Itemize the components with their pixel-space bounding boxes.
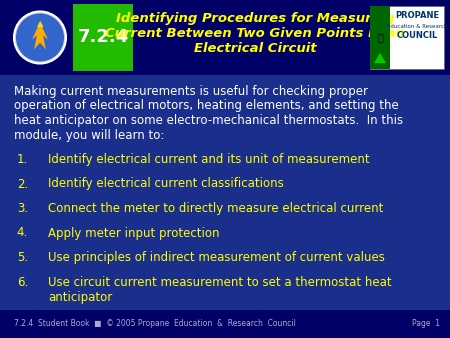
Bar: [0, 75, 450, 310]
Text: Use principles of indirect measurement of current values: Use principles of indirect measurement o…: [48, 251, 385, 264]
Bar: [0, 0, 450, 75]
Bar: [73, 4, 133, 71]
Text: 7.2.4  Student Book  ■  © 2005 Propane  Education  &  Research  Council: 7.2.4 Student Book ■ © 2005 Propane Educ…: [14, 319, 296, 329]
Text: 5.: 5.: [17, 251, 28, 264]
Text: 💧: 💧: [377, 32, 383, 43]
Bar: [370, 6, 390, 69]
Text: 7.2.4: 7.2.4: [77, 28, 129, 47]
Text: 1.: 1.: [17, 153, 28, 166]
Text: Apply meter input protection: Apply meter input protection: [48, 226, 220, 240]
Bar: [0, 310, 450, 338]
Text: Electrical Circuit: Electrical Circuit: [194, 42, 316, 55]
Bar: [370, 6, 444, 69]
Text: operation of electrical motors, heating elements, and setting the: operation of electrical motors, heating …: [14, 99, 399, 113]
Text: Identify electrical current and its unit of measurement: Identify electrical current and its unit…: [48, 153, 369, 166]
Polygon shape: [32, 23, 48, 49]
Text: PROPANE: PROPANE: [395, 11, 439, 21]
Text: Connect the meter to directly measure electrical current: Connect the meter to directly measure el…: [48, 202, 383, 215]
Text: 6.: 6.: [17, 275, 28, 289]
Text: Making current measurements is useful for checking proper: Making current measurements is useful fo…: [14, 85, 368, 98]
Text: COUNCIL: COUNCIL: [396, 31, 437, 41]
Text: 3.: 3.: [17, 202, 28, 215]
Circle shape: [14, 11, 66, 64]
Text: module, you will learn to:: module, you will learn to:: [14, 128, 164, 142]
Text: Page  1: Page 1: [412, 319, 440, 329]
Text: ▲: ▲: [37, 19, 43, 28]
Text: Education & Research: Education & Research: [387, 24, 447, 28]
Text: Identifying Procedures for Measuring: Identifying Procedures for Measuring: [116, 12, 395, 25]
Polygon shape: [374, 53, 386, 63]
Text: heat anticipator on some electro-mechanical thermostats.  In this: heat anticipator on some electro-mechani…: [14, 114, 403, 127]
Circle shape: [16, 14, 64, 62]
Text: Current Between Two Given Points in an: Current Between Two Given Points in an: [105, 27, 405, 40]
Text: Identify electrical current classifications: Identify electrical current classificati…: [48, 177, 284, 191]
Text: Use circuit current measurement to set a thermostat heat
anticipator: Use circuit current measurement to set a…: [48, 275, 392, 305]
Text: 2.: 2.: [17, 177, 28, 191]
Text: 4.: 4.: [17, 226, 28, 240]
